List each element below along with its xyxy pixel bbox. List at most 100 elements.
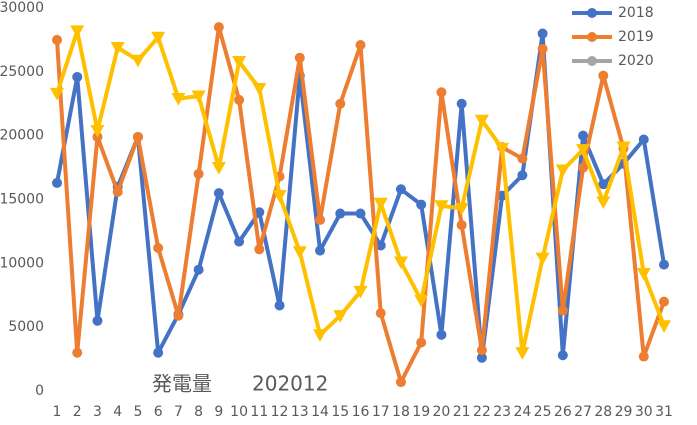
point <box>517 170 528 181</box>
point <box>234 236 245 247</box>
point <box>598 179 609 190</box>
point <box>416 337 427 348</box>
point <box>555 164 570 178</box>
y-tick-label: 10000 <box>0 255 44 271</box>
x-tick-label: 5 <box>133 404 142 420</box>
point <box>393 256 408 270</box>
x-tick-label: 22 <box>473 404 491 420</box>
point <box>375 308 386 319</box>
point <box>434 200 449 213</box>
point <box>92 315 103 326</box>
point <box>254 244 265 255</box>
point <box>355 208 366 219</box>
point <box>474 114 489 128</box>
point <box>456 98 467 109</box>
y-tick-label: 30000 <box>0 0 44 16</box>
y-tick-label: 20000 <box>0 128 44 144</box>
point <box>72 71 83 82</box>
x-tick-label: 10 <box>230 404 248 420</box>
chart-title: 発電量 202012 <box>152 372 328 396</box>
point <box>436 87 447 98</box>
point <box>598 70 609 81</box>
point <box>50 87 64 101</box>
point <box>638 351 649 362</box>
x-tick-label: 7 <box>174 404 183 420</box>
x-tick-label: 11 <box>250 404 268 420</box>
x-tick-label: 29 <box>615 404 633 420</box>
point <box>193 168 204 179</box>
x-tick-label: 2 <box>73 404 82 420</box>
legend: 2018 2019 2020 <box>572 5 654 69</box>
legend-marker <box>587 32 597 42</box>
x-tick-label: 23 <box>493 404 511 420</box>
point <box>476 352 487 363</box>
y-tick-label: 15000 <box>0 192 44 208</box>
point <box>234 94 245 105</box>
point <box>375 240 386 251</box>
x-tick-label: 4 <box>113 404 122 420</box>
x-tick-label: 1 <box>53 404 62 420</box>
legend-label: 2020 <box>618 53 654 69</box>
point <box>576 144 591 157</box>
y-tick-label: 5000 <box>8 319 44 335</box>
point <box>252 82 267 96</box>
point <box>436 329 447 340</box>
point <box>193 264 204 275</box>
x-tick-label: 28 <box>594 404 612 420</box>
x-tick-label: 24 <box>513 404 531 420</box>
x-tick-label: 20 <box>433 404 451 420</box>
point <box>110 41 125 55</box>
x-tick-label: 16 <box>352 404 370 420</box>
y-tick-label: 0 <box>35 383 44 399</box>
point <box>659 296 669 307</box>
point <box>173 310 184 321</box>
point <box>517 153 528 164</box>
point <box>578 162 589 173</box>
point <box>476 345 487 356</box>
point <box>232 56 247 69</box>
point <box>335 98 346 109</box>
point <box>294 52 305 63</box>
point <box>414 294 429 308</box>
x-tick-label: 12 <box>271 404 289 420</box>
point <box>315 245 326 256</box>
point <box>335 208 346 219</box>
point <box>638 134 649 145</box>
x-tick-label: 8 <box>194 404 203 420</box>
point <box>636 267 651 281</box>
point <box>456 220 467 231</box>
point <box>52 177 62 188</box>
x-tick-label: 6 <box>154 404 163 420</box>
x-tick-label: 26 <box>554 404 572 420</box>
point <box>292 246 307 259</box>
x-tick-label: 9 <box>214 404 223 420</box>
point <box>557 350 568 361</box>
point <box>171 93 186 106</box>
point <box>659 259 669 270</box>
x-tick-label: 18 <box>392 404 410 420</box>
point <box>353 285 368 299</box>
point <box>578 130 589 141</box>
point <box>211 161 226 175</box>
series-line <box>55 25 666 385</box>
point <box>254 207 265 218</box>
x-tick-label: 15 <box>331 404 349 420</box>
x-tick-label: 3 <box>93 404 102 420</box>
legend-label: 2019 <box>618 29 654 45</box>
point <box>72 347 83 358</box>
point <box>537 43 548 54</box>
point <box>70 25 85 38</box>
point <box>395 184 406 195</box>
x-tick-label: 13 <box>291 404 309 420</box>
point <box>395 377 406 388</box>
y-tick-label: 25000 <box>0 64 44 80</box>
point <box>272 190 287 203</box>
point <box>112 186 123 197</box>
x-tick-label: 25 <box>534 404 552 420</box>
point <box>557 305 568 316</box>
legend-marker <box>587 8 597 18</box>
point <box>153 243 164 254</box>
point <box>153 347 164 358</box>
